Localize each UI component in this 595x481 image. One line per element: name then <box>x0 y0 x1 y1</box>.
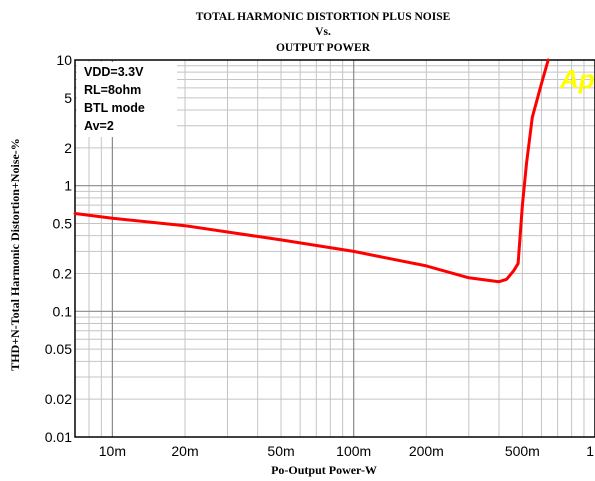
chart-subtitle-line-2: OUTPUT POWER <box>276 42 371 54</box>
x-tick-label: 100m <box>336 443 371 459</box>
test-condition-text: BTL mode <box>84 101 145 115</box>
y-tick-label: 10 <box>56 52 72 68</box>
y-tick-label: 1 <box>64 178 72 194</box>
y-tick-label: 5 <box>64 90 72 106</box>
chart-title: TOTAL HARMONIC DISTORTION PLUS NOISE <box>196 11 451 23</box>
y-axis-label: THD+N-Total Harmonic Distortion+Noise-% <box>8 138 22 371</box>
y-tick-label: 2 <box>64 140 72 156</box>
y-tick-label: 0.2 <box>53 266 73 282</box>
test-conditions-box: VDD=3.3V RL=8ohm BTL mode Av=2 <box>77 62 177 137</box>
x-tick-label: 10m <box>99 443 126 459</box>
test-condition-text: RL=8ohm <box>84 83 141 97</box>
x-axis-label: Po-Output Power-W <box>271 463 377 477</box>
x-tick-label: 20m <box>171 443 198 459</box>
x-tick-label: 1 <box>586 443 594 459</box>
series-line <box>73 58 550 284</box>
y-tick-label: 0.01 <box>45 429 72 445</box>
plot-frame <box>74 59 595 438</box>
y-tick-label: 0.05 <box>45 341 72 357</box>
logo-ap: Ap <box>559 64 595 94</box>
test-condition-text: Av=2 <box>84 119 114 133</box>
x-tick-label: 50m <box>267 443 294 459</box>
y-tick-label: 0.02 <box>45 391 72 407</box>
test-conditions-background <box>77 62 177 137</box>
logo-ap-text: Ap <box>559 64 595 94</box>
chart-subtitle-line-1: Vs. <box>315 26 331 38</box>
x-tick-label: 500m <box>505 443 540 459</box>
x-tick-label: 200m <box>409 443 444 459</box>
y-tick-label: 0.1 <box>53 303 73 319</box>
chart-title-block: TOTAL HARMONIC DISTORTION PLUS NOISE Vs.… <box>196 11 451 54</box>
y-tick-label: 0.5 <box>53 215 73 231</box>
grid-minor <box>75 60 595 437</box>
series-layer <box>73 58 550 284</box>
test-condition-text: VDD=3.3V <box>84 65 144 79</box>
x-tick-labels: 10m 20m 50m 100m 200m 500m 1 <box>99 443 594 459</box>
y-tick-labels: 10 5 2 1 0.5 0.2 0.1 0.05 0.02 0.01 <box>45 52 72 445</box>
